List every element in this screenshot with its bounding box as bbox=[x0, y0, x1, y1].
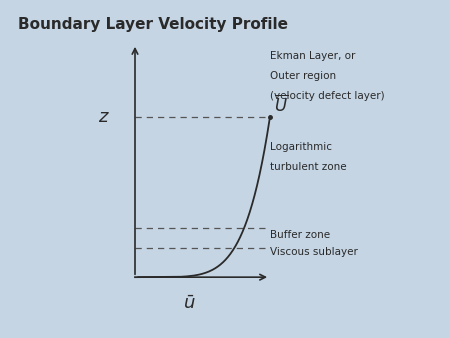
Text: $\overline{U}$: $\overline{U}$ bbox=[274, 94, 288, 115]
Text: Buffer zone: Buffer zone bbox=[270, 230, 330, 240]
Text: Ekman Layer, or: Ekman Layer, or bbox=[270, 51, 356, 61]
Text: Logarithmic: Logarithmic bbox=[270, 142, 332, 152]
Text: Boundary Layer Velocity Profile: Boundary Layer Velocity Profile bbox=[18, 17, 288, 32]
Text: $\bar{u}$: $\bar{u}$ bbox=[183, 295, 195, 313]
Text: turbulent zone: turbulent zone bbox=[270, 162, 346, 172]
Text: Outer region: Outer region bbox=[270, 71, 336, 81]
Text: (velocity defect layer): (velocity defect layer) bbox=[270, 91, 385, 101]
Text: $z$: $z$ bbox=[99, 107, 110, 126]
Text: Viscous sublayer: Viscous sublayer bbox=[270, 247, 358, 257]
